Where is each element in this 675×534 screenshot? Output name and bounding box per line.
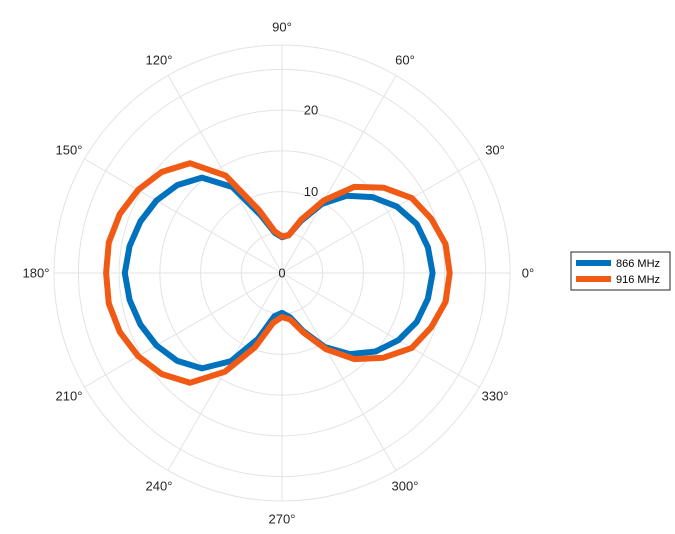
- angle-tick-label: 150°: [56, 143, 83, 158]
- legend-label: 866 MHz: [616, 258, 660, 270]
- grid-spoke: [281, 75, 397, 274]
- legend-box: [570, 251, 671, 291]
- legend: 866 MHz 916 MHz: [570, 251, 671, 291]
- grid-spoke: [84, 158, 283, 274]
- angle-tick-label: 330°: [482, 389, 509, 404]
- angle-tick-label: 30°: [485, 143, 505, 158]
- radial-tick-label: 0: [278, 266, 285, 281]
- angle-tick-label: 300°: [392, 479, 419, 494]
- angle-tick-label: 0°: [522, 266, 534, 281]
- grid-spoke: [84, 272, 283, 388]
- angle-tick-label: 270°: [269, 512, 296, 527]
- grid-spoke: [281, 272, 397, 471]
- angle-tick-label: 240°: [146, 479, 173, 494]
- angle-tick-label: 60°: [395, 52, 415, 67]
- angle-tick-label: 90°: [272, 20, 292, 35]
- angle-tick-label: 210°: [56, 389, 83, 404]
- legend-label: 916 MHz: [616, 274, 660, 286]
- radial-tick-label: 10: [304, 184, 318, 199]
- angle-tick-label: 180°: [23, 266, 50, 281]
- angle-tick-label: 120°: [146, 52, 173, 67]
- polar-labels: 0° 30° 60° 90° 120° 150° 180° 210° 240° 270° 300° 3…: [23, 20, 535, 527]
- series-line-916-mhz: [103, 160, 453, 386]
- grid-spoke: [281, 272, 480, 388]
- grid-spoke: [281, 158, 480, 274]
- series-group: [103, 160, 453, 386]
- radial-tick-label: 20: [304, 103, 318, 118]
